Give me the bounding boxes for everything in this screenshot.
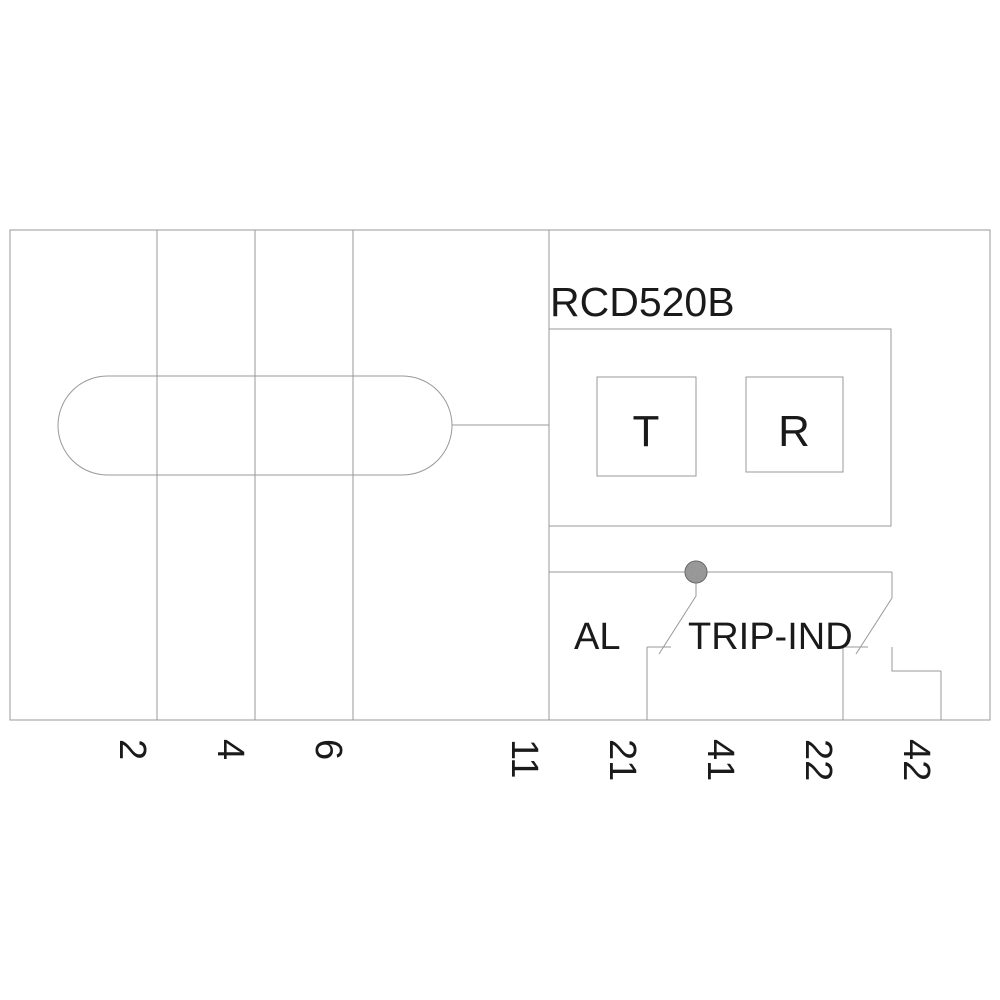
svg-text:11: 11 <box>503 739 545 778</box>
svg-text:2: 2 <box>111 739 153 760</box>
svg-text:T: T <box>633 407 660 456</box>
svg-text:TRIP-IND: TRIP-IND <box>688 616 853 658</box>
svg-text:21: 21 <box>601 739 643 781</box>
svg-text:22: 22 <box>797 739 839 781</box>
svg-text:AL: AL <box>574 616 620 658</box>
svg-text:RCD520B: RCD520B <box>550 279 735 325</box>
svg-text:4: 4 <box>209 739 251 760</box>
svg-text:R: R <box>778 407 810 456</box>
svg-text:42: 42 <box>895 739 937 781</box>
svg-text:41: 41 <box>699 739 741 781</box>
svg-text:6: 6 <box>307 739 349 760</box>
